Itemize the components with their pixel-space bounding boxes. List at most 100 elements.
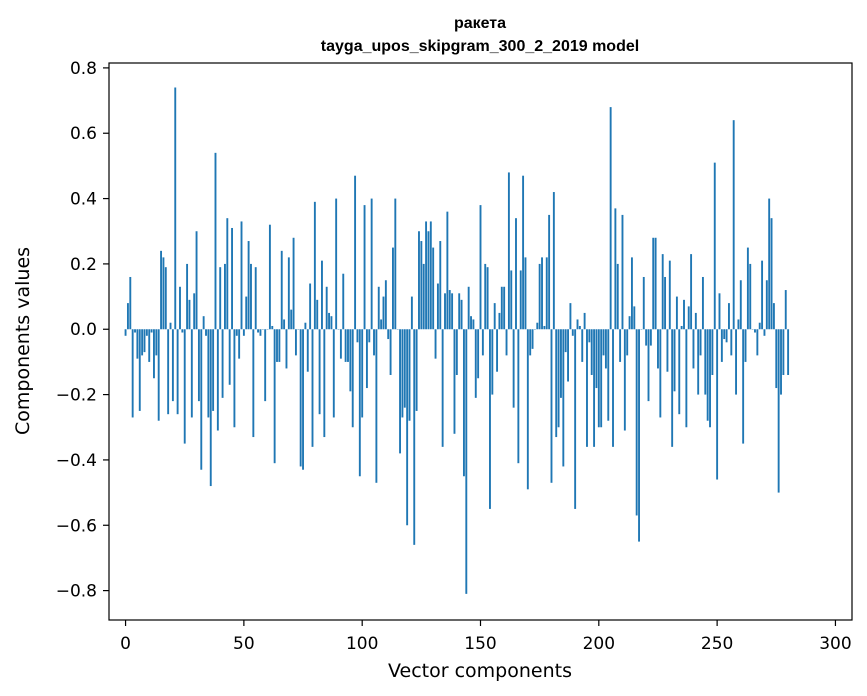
x-tick-label: 100 xyxy=(346,634,378,654)
bar xyxy=(190,329,193,418)
bar xyxy=(292,237,295,330)
y-tick-label: 0.2 xyxy=(70,255,97,275)
y-axis-ticks: −0.8 −0.6 −0.4 −0.2 0.0 0.2 0.4 0.6 0.8 xyxy=(56,59,109,602)
bar xyxy=(238,329,241,359)
bar xyxy=(240,221,243,330)
x-tick-label: 200 xyxy=(583,634,615,654)
bar xyxy=(268,224,271,330)
bar xyxy=(569,303,572,330)
bar xyxy=(694,312,697,330)
bar xyxy=(339,329,342,359)
bar xyxy=(344,329,347,362)
bar xyxy=(145,329,148,336)
bar xyxy=(427,231,430,330)
bar xyxy=(616,263,619,330)
bar xyxy=(356,329,359,343)
bar xyxy=(202,316,205,330)
bar xyxy=(635,329,638,516)
bar xyxy=(730,329,733,356)
bar xyxy=(181,329,184,333)
bar xyxy=(162,257,165,330)
x-axis-label: Vector components xyxy=(388,660,572,682)
bar xyxy=(420,241,423,330)
bar xyxy=(304,322,307,330)
bar xyxy=(668,260,671,330)
bar xyxy=(647,329,650,402)
bar xyxy=(280,250,283,330)
bar xyxy=(732,120,735,330)
bar xyxy=(212,329,215,411)
bar xyxy=(216,329,219,431)
bar xyxy=(657,329,659,369)
bar xyxy=(264,329,267,402)
bar xyxy=(671,329,674,447)
bar xyxy=(659,329,662,418)
bar xyxy=(325,286,328,330)
bar xyxy=(498,312,501,330)
bar xyxy=(529,329,532,356)
bar xyxy=(406,329,409,526)
bar xyxy=(775,329,778,389)
bar xyxy=(394,198,397,330)
bar xyxy=(444,293,446,330)
bar xyxy=(321,260,323,330)
x-tick-label: 250 xyxy=(701,634,733,654)
bar xyxy=(455,329,458,375)
bar xyxy=(536,322,539,330)
bar xyxy=(403,329,406,408)
bar xyxy=(465,329,468,594)
bar xyxy=(517,329,520,464)
bar xyxy=(365,329,368,389)
bar xyxy=(422,263,425,330)
bar xyxy=(685,329,688,428)
bar xyxy=(716,329,719,480)
bar xyxy=(285,329,288,369)
bar xyxy=(233,329,236,428)
bar xyxy=(387,329,390,340)
bar xyxy=(124,329,127,336)
bar xyxy=(709,329,711,428)
bar xyxy=(486,267,489,330)
bar xyxy=(259,329,262,336)
bar xyxy=(652,237,655,330)
bar xyxy=(349,329,352,392)
bar xyxy=(597,329,600,428)
bar xyxy=(765,280,768,330)
bar xyxy=(481,329,484,356)
bar xyxy=(545,257,548,330)
bar xyxy=(410,296,413,330)
bar xyxy=(784,290,787,330)
bar xyxy=(744,329,747,362)
bar xyxy=(441,329,444,447)
bar xyxy=(342,273,345,330)
bar xyxy=(675,296,678,330)
bar xyxy=(328,312,331,330)
x-tick-label: 50 xyxy=(233,634,255,654)
bar xyxy=(446,211,449,330)
bar xyxy=(519,270,522,330)
bar xyxy=(257,329,260,333)
bar xyxy=(706,329,709,421)
bar xyxy=(188,299,191,330)
bar xyxy=(448,290,451,330)
bar xyxy=(602,329,605,356)
bar xyxy=(576,319,579,330)
bar xyxy=(505,329,508,356)
bar xyxy=(484,263,487,330)
bar xyxy=(171,329,174,402)
bar xyxy=(758,322,761,330)
bar xyxy=(143,329,146,353)
plot-frame xyxy=(108,62,853,621)
y-tick-label: −0.4 xyxy=(56,451,97,471)
bar xyxy=(664,276,667,330)
bar xyxy=(209,329,212,487)
bar xyxy=(654,237,657,330)
bar xyxy=(186,263,189,330)
bar xyxy=(401,329,404,418)
bar xyxy=(294,329,297,356)
bar xyxy=(749,263,752,330)
bar xyxy=(373,329,375,356)
y-tick-label: −0.6 xyxy=(56,516,97,536)
bar xyxy=(434,329,437,359)
bar xyxy=(777,329,780,493)
